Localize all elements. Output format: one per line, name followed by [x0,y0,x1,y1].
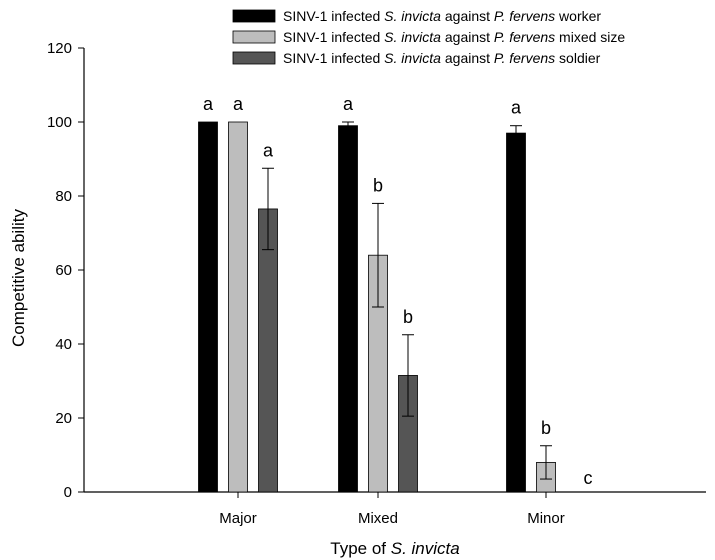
legend-label: SINV-1 infected S. invicta against P. fe… [283,29,625,45]
significance-letter: b [373,175,383,195]
y-tick-label: 20 [55,410,72,427]
legend-swatch [232,9,276,23]
y-tick-label: 80 [55,188,72,205]
legend-label: SINV-1 infected S. invicta against P. fe… [283,8,601,24]
y-tick-label: 40 [55,336,72,353]
significance-letter: b [541,418,551,438]
bar [338,125,358,493]
y-tick-label: 0 [64,484,72,501]
axes: 0 20 40 60 80 100 120 Major Mixed Minor Type of S.… [9,40,706,558]
significance-letter: a [203,94,214,114]
x-axis-title: Type of S. invicta [330,539,459,558]
legend: SINV-1 infected S. invicta against P. fe… [232,8,625,66]
significance-letter: a [233,94,244,114]
significance-letter: a [263,140,274,160]
bar [258,208,278,493]
significance-letter: c [584,468,593,488]
y-tick-label: 100 [47,114,72,131]
y-tick-label: 120 [47,40,72,57]
y-axis-title: Competitive ability [9,209,28,347]
significance-letter: a [343,94,354,114]
legend-swatch [232,30,276,44]
bar [506,132,526,493]
x-tick-label: Mixed [358,510,398,527]
x-tick-label: Major [219,510,257,527]
y-tick-label: 60 [55,262,72,279]
significance-letter: a [511,98,522,118]
bar [228,121,248,493]
legend-label: SINV-1 infected S. invicta against P. fe… [283,50,601,66]
legend-swatch [232,51,276,65]
significance-letter: b [403,307,413,327]
bar [198,121,218,493]
x-tick-label: Minor [527,510,565,527]
